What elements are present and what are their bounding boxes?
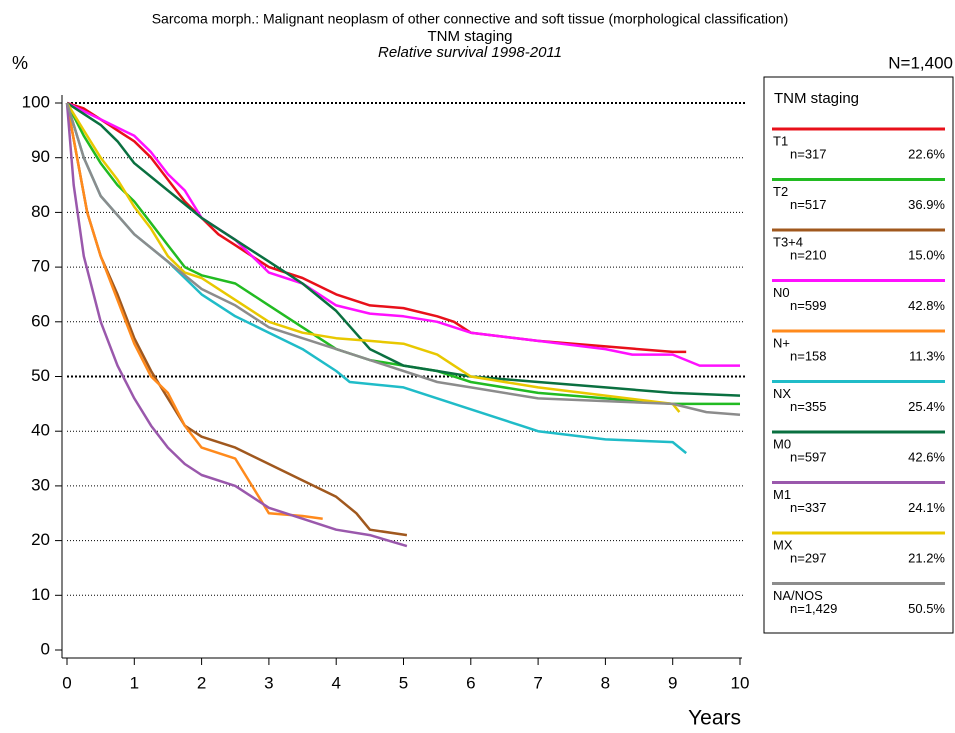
legend-name: NX: [773, 386, 791, 401]
y-tick-label: 40: [31, 421, 50, 440]
legend-share: 22.6%: [908, 146, 945, 161]
legend-count: n=597: [790, 449, 827, 464]
y-tick-label: 30: [31, 475, 50, 494]
legend-share: 15.0%: [908, 247, 945, 262]
legend-share: 42.8%: [908, 298, 945, 313]
x-tick-label: 1: [130, 673, 139, 692]
x-tick-label: 3: [264, 673, 273, 692]
legend-share: 50.5%: [908, 601, 945, 616]
x-tick-label: 8: [601, 673, 610, 692]
x-tick-label: 2: [197, 673, 206, 692]
x-tick-label: 6: [466, 673, 475, 692]
legend-count: n=517: [790, 197, 827, 212]
y-tick-label: 90: [31, 147, 50, 166]
survival-line: [66, 101, 740, 367]
x-tick-label: 4: [331, 673, 340, 692]
legend-share: 24.1%: [908, 500, 945, 515]
legend-count: n=355: [790, 399, 827, 414]
chart-title: Sarcoma morph.: Malignant neoplasm of ot…: [152, 11, 789, 27]
legend-share: 36.9%: [908, 197, 945, 212]
legend-name: M1: [773, 487, 791, 502]
legend-share: 25.4%: [908, 399, 945, 414]
y-tick-label: 100: [22, 92, 50, 111]
survival-line: [65, 102, 681, 413]
legend-name: T1: [773, 133, 788, 148]
x-tick-label: 0: [62, 673, 71, 692]
survival-line: [65, 102, 740, 406]
chart-caption: Relative survival 1998-2011: [378, 44, 562, 61]
legend-count: n=1,429: [790, 601, 837, 616]
legend-name: T3+4: [773, 234, 803, 249]
x-tick-label: 9: [668, 673, 677, 692]
y-tick-label: 0: [41, 639, 50, 658]
x-tick-label: 7: [533, 673, 542, 692]
legend-name: NA/NOS: [773, 588, 823, 603]
legend-share: 11.3%: [909, 348, 945, 363]
survival-line: [66, 101, 741, 397]
chart-subtitle: TNM staging: [427, 28, 512, 45]
legend-name: T2: [773, 184, 788, 199]
legend-share: 42.6%: [908, 449, 945, 464]
legend-count: n=317: [790, 146, 827, 161]
y-tick-label: 20: [31, 530, 50, 549]
survival-line: [65, 102, 408, 548]
legend-share: 21.2%: [908, 550, 945, 565]
x-axis-label: Years: [688, 707, 741, 730]
y-tick-label: 10: [31, 585, 50, 604]
survival-line: [65, 102, 741, 417]
total-count: N=1,400: [888, 53, 953, 72]
y-tick-label: 80: [31, 202, 50, 221]
legend-count: n=210: [790, 247, 827, 262]
legend-name: MX: [773, 537, 793, 552]
legend-name: N+: [773, 335, 790, 350]
legend-name: N0: [773, 285, 790, 300]
y-axis-label: %: [12, 53, 28, 73]
x-tick-label: 10: [731, 673, 750, 692]
legend-count: n=337: [790, 500, 827, 515]
legend-count: n=158: [790, 348, 827, 363]
legend-count: n=297: [790, 550, 827, 565]
x-tick-label: 5: [399, 673, 408, 692]
survival-line: [65, 102, 408, 537]
legend-title: TNM staging: [774, 90, 859, 107]
y-tick-label: 50: [31, 366, 50, 385]
y-tick-label: 60: [31, 311, 50, 330]
legend-name: M0: [773, 436, 791, 451]
y-tick-label: 70: [31, 257, 50, 276]
legend-box: [763, 76, 954, 634]
legend-count: n=599: [790, 298, 827, 313]
